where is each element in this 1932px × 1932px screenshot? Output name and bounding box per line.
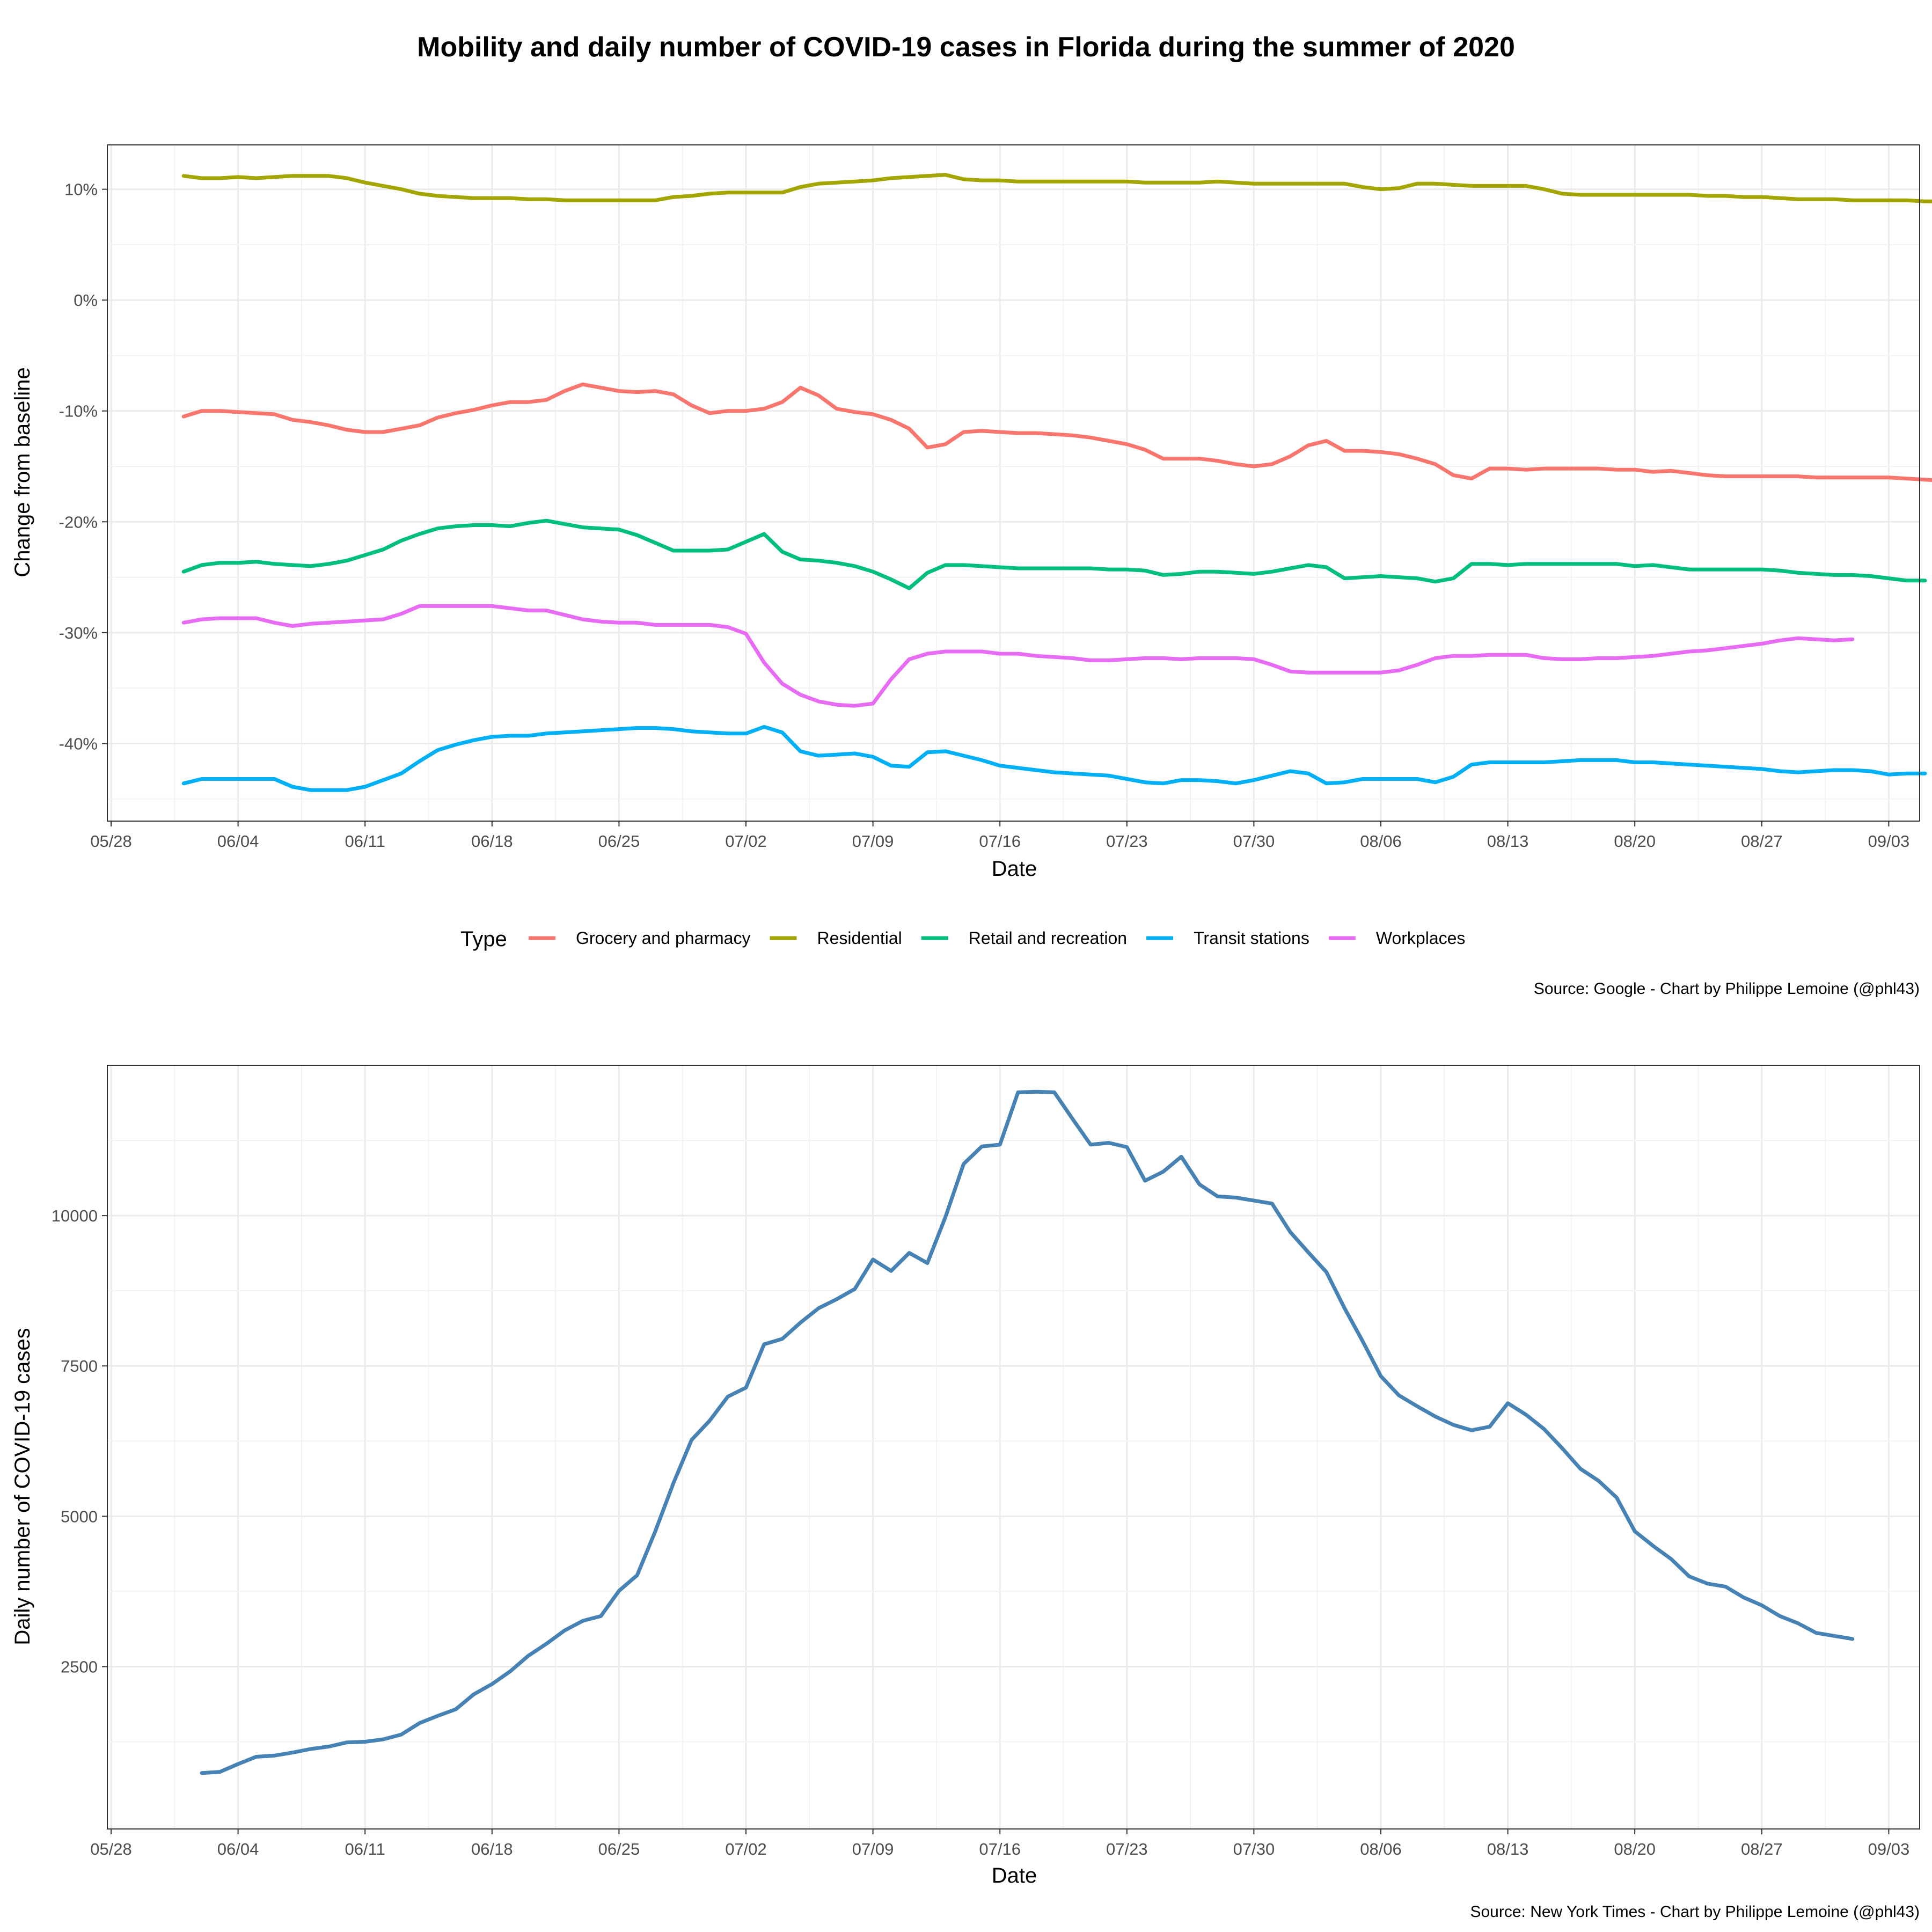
x-tick-label: 06/11 [345,1840,385,1858]
legend-label: Residential [817,928,902,948]
x-tick-label: 07/23 [1106,1840,1148,1858]
mobility-series-lines [181,173,1932,792]
cases-y-ticks: 2500 5000 7500 10000 [52,1206,107,1676]
series-line-grocery-and-pharmacy [181,382,1932,482]
y-tick-label: 7500 [61,1357,98,1375]
y-tick-label: 0% [74,291,98,310]
x-tick-label: 08/20 [1614,1840,1656,1858]
x-tick-label: 09/03 [1868,832,1910,851]
y-tick-label: 10000 [52,1206,98,1225]
y-tick-label: -10% [59,402,98,421]
y-tick-label: 2500 [61,1657,98,1676]
x-tick-label: 07/30 [1233,832,1275,851]
chart-title: Mobility and daily number of COVID-19 ca… [417,32,1515,63]
y-tick-label: -40% [59,734,98,753]
legend-label: Workplaces [1376,928,1466,948]
cases-gridlines [107,1065,1920,1829]
x-tick-label: 08/13 [1487,1840,1529,1858]
legend-label: Grocery and pharmacy [576,928,750,948]
mobility-panel: 10% 0% -10% -20% -30% -40% 05/28 06/04 06/11 06/… [11,144,1932,881]
x-tick-label: 06/18 [471,832,513,851]
cases-caption: Source: New York Times - Chart by Philip… [1470,1903,1920,1921]
x-tick-label: 08/13 [1487,832,1529,851]
mobility-y-ticks: 10% 0% -10% -20% -30% -40% [59,180,107,753]
cases-x-axis-label: Date [992,1864,1037,1887]
x-tick-label: 05/28 [90,832,132,851]
series-line-transit-stations [181,724,1927,792]
mobility-x-ticks: 05/28 06/04 06/11 06/18 06/25 07/02 07/09 07/16… [90,821,1909,851]
x-tick-label: 07/16 [979,832,1021,851]
x-tick-label: 08/06 [1360,1840,1402,1858]
series-line-workplaces [181,604,1855,708]
x-tick-label: 09/03 [1868,1840,1910,1858]
x-tick-label: 07/30 [1233,1840,1275,1858]
x-tick-label: 06/18 [471,1840,513,1858]
x-tick-label: 07/09 [852,832,894,851]
series-line-cases [200,1089,1855,1775]
y-tick-label: 10% [64,180,98,199]
cases-panel-border [107,1065,1920,1829]
legend-label: Retail and recreation [969,928,1127,948]
legend-title: Type [460,927,507,951]
cases-panel: 2500 5000 7500 10000 05/28 06/04 06/11 06/18 06… [11,1065,1920,1887]
x-tick-label: 07/02 [725,1840,767,1858]
cases-x-ticks: 05/28 06/04 06/11 06/18 06/25 07/02 07/09 07/16… [90,1829,1909,1858]
x-tick-label: 06/04 [217,1840,259,1858]
y-tick-label: -30% [59,624,98,642]
legend-label: Transit stations [1194,928,1309,948]
x-tick-label: 08/27 [1741,1840,1783,1858]
x-tick-label: 07/09 [852,1840,894,1858]
mobility-x-axis-label: Date [992,857,1037,881]
y-tick-label: -20% [59,513,98,531]
mobility-gridlines [107,145,1920,821]
legend: Type Grocery and pharmacy Residential Reta… [460,927,1465,951]
x-tick-label: 08/06 [1360,832,1402,851]
legend-items: Grocery and pharmacy Residential Retail an… [529,928,1465,948]
x-tick-label: 08/20 [1614,832,1656,851]
x-tick-label: 07/23 [1106,832,1148,851]
cases-series-lines [200,1089,1855,1775]
x-tick-label: 07/02 [725,832,767,851]
mobility-panel-border [107,144,1920,822]
x-tick-label: 06/25 [598,1840,640,1858]
x-tick-label: 07/16 [979,1840,1021,1858]
cases-y-axis-label: Daily number of COVID-19 cases [11,1328,34,1645]
x-tick-label: 06/25 [598,832,640,851]
mobility-y-axis-label: Change from baseline [11,367,34,577]
x-tick-label: 08/27 [1741,832,1783,851]
x-tick-label: 06/04 [217,832,259,851]
y-tick-label: 5000 [61,1507,98,1526]
x-tick-label: 05/28 [90,1840,132,1858]
mobility-caption: Source: Google - Chart by Philippe Lemoi… [1534,980,1920,998]
series-line-residential [181,173,1932,203]
x-tick-label: 06/11 [345,832,385,851]
series-line-retail-and-recreation [181,518,1927,590]
